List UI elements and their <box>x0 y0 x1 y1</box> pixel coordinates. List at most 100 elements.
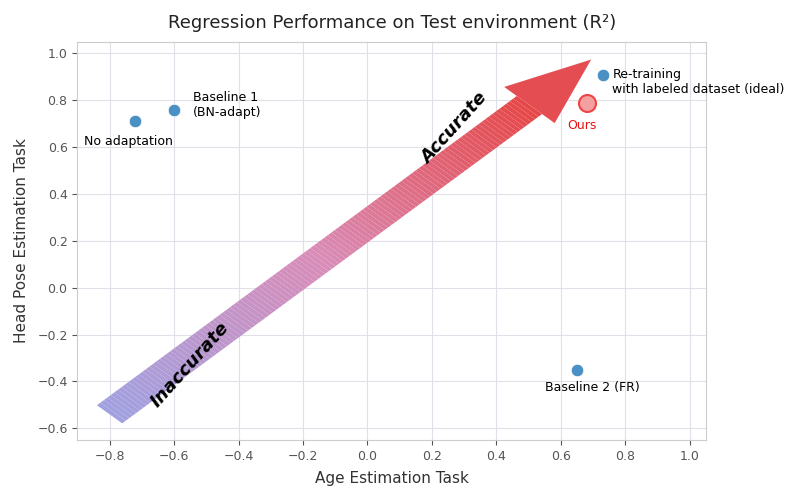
Polygon shape <box>286 264 314 284</box>
Polygon shape <box>170 348 199 369</box>
Polygon shape <box>478 122 507 142</box>
Polygon shape <box>321 238 350 258</box>
Polygon shape <box>129 380 157 400</box>
Polygon shape <box>268 276 297 297</box>
Polygon shape <box>240 297 269 318</box>
Text: Inaccurate: Inaccurate <box>147 319 233 411</box>
Polygon shape <box>275 271 304 292</box>
Polygon shape <box>412 170 441 192</box>
Polygon shape <box>496 109 525 130</box>
Polygon shape <box>450 142 479 163</box>
Polygon shape <box>402 178 430 199</box>
Polygon shape <box>296 256 325 276</box>
Y-axis label: Head Pose Estimation Task: Head Pose Estimation Task <box>14 138 29 344</box>
Polygon shape <box>331 230 360 250</box>
Polygon shape <box>363 207 391 228</box>
Polygon shape <box>422 163 451 184</box>
Point <box>596 70 609 78</box>
Polygon shape <box>157 359 185 380</box>
Polygon shape <box>226 308 255 328</box>
Polygon shape <box>198 328 227 348</box>
Polygon shape <box>482 119 510 140</box>
Polygon shape <box>293 258 322 279</box>
Polygon shape <box>324 235 353 256</box>
Polygon shape <box>408 174 437 194</box>
Polygon shape <box>506 101 535 122</box>
Polygon shape <box>97 402 126 423</box>
Polygon shape <box>380 194 409 214</box>
Polygon shape <box>279 268 308 289</box>
Polygon shape <box>209 320 238 341</box>
Polygon shape <box>118 387 146 408</box>
Polygon shape <box>254 286 283 308</box>
Polygon shape <box>244 294 273 315</box>
Polygon shape <box>471 127 500 148</box>
Polygon shape <box>300 253 329 274</box>
Polygon shape <box>405 176 434 197</box>
Polygon shape <box>314 243 342 264</box>
Polygon shape <box>492 112 521 132</box>
Polygon shape <box>258 284 286 305</box>
Polygon shape <box>443 148 472 168</box>
Polygon shape <box>219 312 248 333</box>
Polygon shape <box>114 390 143 410</box>
Polygon shape <box>447 145 475 166</box>
Text: Ours: Ours <box>567 119 597 132</box>
Polygon shape <box>356 212 385 233</box>
Polygon shape <box>142 369 171 390</box>
Polygon shape <box>346 220 374 240</box>
Polygon shape <box>247 292 276 312</box>
Polygon shape <box>178 344 206 364</box>
Polygon shape <box>262 282 290 302</box>
Polygon shape <box>150 364 178 384</box>
Point <box>129 118 142 126</box>
Polygon shape <box>234 302 262 323</box>
Polygon shape <box>328 232 357 253</box>
Text: Baseline 2 (FR): Baseline 2 (FR) <box>545 382 639 394</box>
Polygon shape <box>391 186 419 207</box>
Polygon shape <box>230 304 258 326</box>
Polygon shape <box>489 114 518 134</box>
Polygon shape <box>181 341 210 361</box>
Polygon shape <box>377 196 406 217</box>
Polygon shape <box>139 372 168 392</box>
Polygon shape <box>188 336 217 356</box>
Polygon shape <box>163 354 192 374</box>
Polygon shape <box>415 168 444 189</box>
Polygon shape <box>237 300 266 320</box>
Polygon shape <box>153 362 182 382</box>
Text: Accurate: Accurate <box>418 89 491 168</box>
Polygon shape <box>167 351 196 372</box>
Polygon shape <box>195 330 224 351</box>
Polygon shape <box>454 140 482 160</box>
Polygon shape <box>366 204 395 225</box>
Title: Regression Performance on Test environment (R²): Regression Performance on Test environme… <box>167 14 616 32</box>
Polygon shape <box>374 199 402 220</box>
Polygon shape <box>430 158 458 178</box>
Text: Re-training
with labeled dataset (ideal): Re-training with labeled dataset (ideal) <box>613 68 785 96</box>
Polygon shape <box>419 166 447 186</box>
Polygon shape <box>212 318 241 338</box>
Polygon shape <box>387 189 416 210</box>
Polygon shape <box>272 274 301 294</box>
Polygon shape <box>398 181 426 202</box>
Polygon shape <box>342 222 370 243</box>
Polygon shape <box>464 132 493 152</box>
Polygon shape <box>107 395 136 415</box>
Polygon shape <box>486 116 514 138</box>
Polygon shape <box>191 333 220 354</box>
Polygon shape <box>514 96 542 116</box>
Polygon shape <box>307 248 336 268</box>
Polygon shape <box>384 192 413 212</box>
Polygon shape <box>461 134 490 156</box>
Polygon shape <box>146 366 174 388</box>
Point <box>580 98 593 106</box>
Polygon shape <box>290 261 318 281</box>
Polygon shape <box>338 225 367 246</box>
Polygon shape <box>101 400 129 421</box>
Polygon shape <box>135 374 164 395</box>
Polygon shape <box>426 160 454 181</box>
Text: No adaptation: No adaptation <box>84 136 173 148</box>
Text: Baseline 1
(BN-adapt): Baseline 1 (BN-adapt) <box>194 91 262 119</box>
Polygon shape <box>174 346 202 366</box>
